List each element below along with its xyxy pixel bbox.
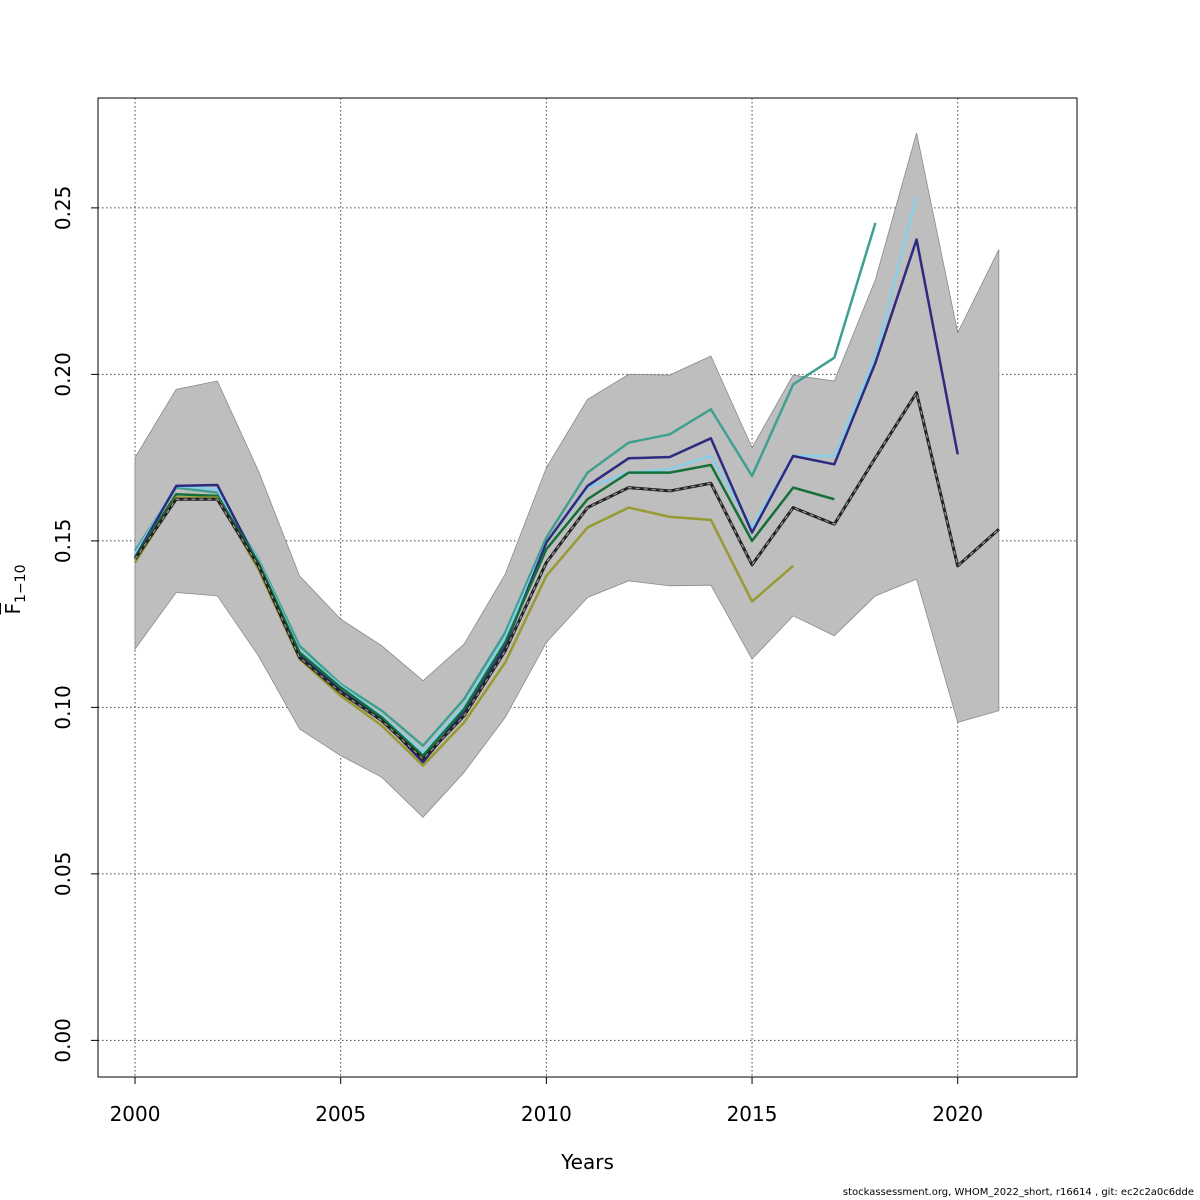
y-tick-label: 0.20 (51, 352, 75, 397)
x-axis-title: Years (560, 1150, 614, 1174)
svg-text:F1−10: F1−10 (1, 565, 29, 615)
series-line-3 (133, 463, 835, 757)
plot-frame (97, 97, 1078, 1078)
footer-credit: stockassessment.org, WHOM_2022_short, r1… (842, 1187, 1194, 1198)
x-axis: 2000 2005 2010 2015 2020 (110, 1077, 983, 1126)
x-tick-label: 2020 (932, 1102, 983, 1126)
y-tick-label: 0.25 (51, 186, 75, 231)
y-tick-label: 0.05 (51, 852, 75, 897)
series-lines (133, 195, 1000, 767)
y-axis: 0.00 0.05 0.10 0.15 0.20 0.25 (51, 186, 98, 1063)
x-tick-label: 2000 (110, 1102, 161, 1126)
x-tick-label: 2010 (521, 1102, 572, 1126)
x-tick-label: 2005 (315, 1102, 366, 1126)
confidence-band-area (134, 132, 1000, 818)
y-axis-title: F1−10 (1, 565, 29, 615)
y-axis-title-sub: 1−10 (13, 565, 29, 603)
series-line-5-dash (134, 391, 1000, 760)
y-axis-title-main: F (1, 603, 25, 615)
y-tick-label: 0.15 (51, 519, 75, 564)
x-tick-label: 2015 (727, 1102, 778, 1126)
y-tick-label: 0.00 (51, 1018, 75, 1063)
confidence-band (134, 132, 1000, 818)
y-tick-label: 0.10 (51, 685, 75, 730)
